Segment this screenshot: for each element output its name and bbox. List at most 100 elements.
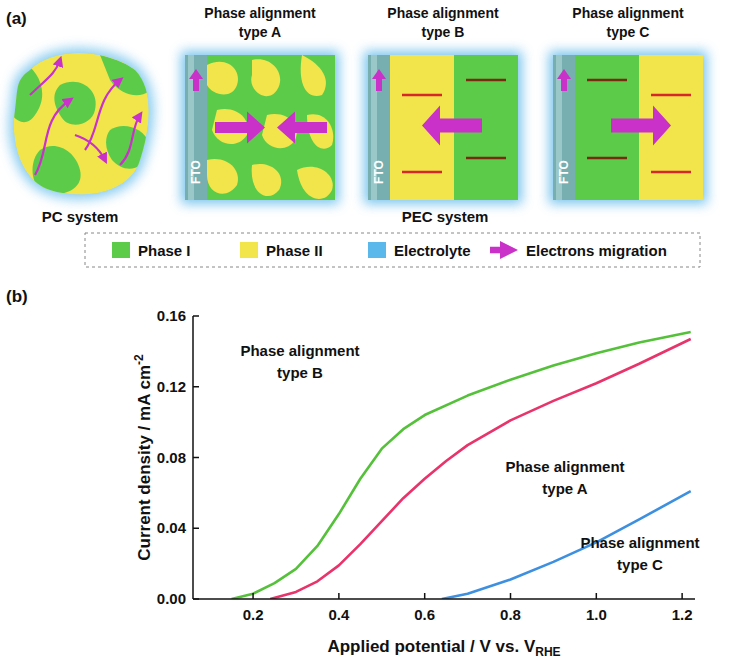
y-axis-label-text: Current density / mA cm (135, 365, 154, 561)
electron-path (75, 135, 105, 160)
y-tick (193, 598, 199, 600)
fto-substrate (185, 55, 207, 200)
x-tick-label: 1.0 (586, 606, 607, 623)
electrolyte-glow (181, 51, 339, 204)
figure: (a) (b) PC system FTO Phase alignment type A F… (0, 0, 729, 664)
x-tick-label: 1.2 (672, 606, 693, 623)
legend-label: Electrolyte (394, 242, 471, 259)
band-level (587, 79, 627, 82)
x-tick (510, 593, 512, 599)
y-tick-label: 0.16 (157, 307, 186, 324)
y-tick (193, 528, 199, 530)
legend-swatch (240, 242, 258, 258)
curve-label-line: Phase alignment (240, 342, 359, 359)
panel-label: (a) (6, 9, 27, 28)
y-tick-label: 0.12 (157, 378, 186, 395)
x-axis-label-sub: RHE (535, 645, 560, 659)
fto-label: FTO (189, 160, 203, 184)
phase-ii (301, 55, 326, 96)
phase-i (54, 82, 95, 125)
x-axis-label: Applied potential / V vs. VRHE (327, 637, 560, 659)
pc-particle (5, 53, 150, 194)
curve-label-line: Phase alignment (505, 458, 624, 475)
x-tick (596, 593, 598, 599)
electrolyte-glow (549, 51, 707, 204)
pec-electrode (207, 55, 335, 200)
legend-label: Phase II (266, 242, 323, 259)
electron-arrow (422, 106, 482, 146)
band-level (402, 94, 442, 97)
curve-label-line: type A (542, 480, 587, 497)
alignment-title: Phase alignment (387, 5, 499, 21)
legend-swatch (112, 242, 130, 258)
phase-ii (297, 167, 333, 199)
curve-label-line: type B (277, 364, 323, 381)
x-tick (681, 593, 683, 599)
x-tick (424, 593, 426, 599)
x-tick-label: 0.2 (243, 606, 264, 623)
legend-label: Electrons migration (526, 242, 667, 259)
alignment-title: Phase alignment (572, 5, 684, 21)
phase-ii (252, 164, 281, 196)
band-level (651, 171, 691, 174)
phase-i (33, 146, 81, 194)
x-axis-label-text: Applied potential / V vs. V (327, 637, 535, 656)
legend-label: Phase I (138, 242, 191, 259)
electron-arrow (611, 106, 671, 146)
curve-label-line: type C (617, 556, 663, 573)
electron-arrow (215, 112, 265, 144)
pec-electrode (575, 55, 703, 200)
electron-arrow (557, 69, 571, 91)
x-tick-label: 0.8 (500, 606, 521, 623)
phase-i (5, 60, 42, 122)
band-level (402, 171, 442, 174)
x-tick-label: 0.6 (414, 606, 435, 623)
y-axis-label-sup: -2 (132, 354, 146, 365)
pec-electrode (390, 55, 518, 200)
pc-system-label: PC system (42, 208, 119, 225)
alignment-title: type A (239, 24, 281, 40)
phase-ii (251, 59, 280, 96)
band-level (466, 157, 506, 160)
band-level (587, 157, 627, 160)
alignment-title: type C (607, 24, 650, 40)
curve-label-line: Phase alignment (580, 534, 699, 551)
alignment-title: Phase alignment (204, 5, 316, 21)
y-tick (193, 315, 199, 317)
fto-label: FTO (557, 160, 571, 184)
electron-arrow (490, 241, 518, 259)
alignment-title: type B (422, 24, 465, 40)
band-level (651, 94, 691, 97)
electron-path (120, 115, 140, 165)
curve-label: Phase alignment type A (505, 458, 624, 497)
phase-i (207, 55, 335, 200)
phase-ii (207, 159, 238, 194)
phase-i (100, 55, 150, 95)
electron-path (35, 100, 70, 175)
phase-ii (207, 62, 238, 95)
band-level (466, 79, 506, 82)
panel-label: (b) (6, 287, 28, 306)
electron-arrow (189, 69, 203, 91)
y-axis-label: Current density / mA cm-2 (132, 354, 154, 561)
phase-i (106, 126, 150, 169)
electron-arrow (372, 69, 386, 91)
fto-label: FTO (372, 160, 386, 184)
electrolyte-glow (364, 51, 522, 204)
series-line (232, 332, 691, 599)
curve-label: Phase alignment type C (580, 534, 699, 573)
y-tick-label: 0.08 (157, 449, 186, 466)
legend-swatch (368, 242, 386, 258)
pec-system-label: PEC system (402, 208, 489, 225)
y-tick-label: 0.00 (157, 590, 186, 607)
y-tick-label: 0.04 (157, 519, 187, 536)
electron-arrow (277, 112, 327, 144)
y-tick (193, 457, 199, 459)
y-tick (193, 386, 199, 388)
curve-label: Phase alignment type B (240, 342, 359, 381)
series-line (270, 339, 690, 599)
x-axis (193, 598, 695, 600)
fto-substrate (553, 55, 575, 200)
electron-path (85, 80, 120, 150)
x-tick (338, 593, 340, 599)
